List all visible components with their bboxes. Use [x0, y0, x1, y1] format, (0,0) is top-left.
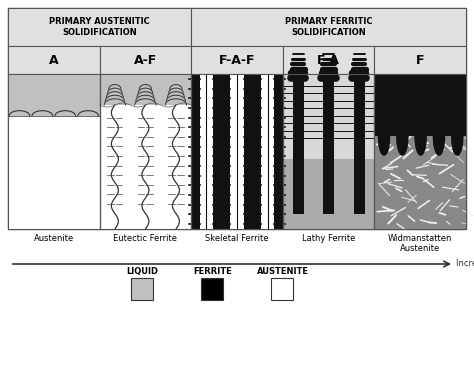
Bar — [191, 74, 283, 229]
Bar — [131, 278, 154, 300]
Text: A-F: A-F — [134, 54, 157, 67]
Bar — [8, 46, 100, 74]
Text: FERRITE: FERRITE — [193, 267, 232, 276]
Text: F-A-F: F-A-F — [219, 54, 255, 67]
Text: A: A — [49, 54, 59, 67]
Bar — [374, 74, 466, 136]
Bar — [283, 74, 374, 229]
Text: Austenite: Austenite — [34, 234, 74, 243]
Bar — [100, 74, 191, 105]
Bar — [100, 74, 191, 229]
Bar — [374, 74, 466, 229]
Bar — [201, 278, 224, 300]
Text: AUSTENITE: AUSTENITE — [256, 267, 309, 276]
Text: PRIMARY AUSTENITIC
SOLIDIFICATION: PRIMARY AUSTENITIC SOLIDIFICATION — [49, 17, 150, 37]
Bar — [191, 74, 283, 229]
Text: LIQUID: LIQUID — [127, 267, 158, 276]
Text: F-A: F-A — [317, 54, 340, 67]
Text: F: F — [416, 54, 424, 67]
Bar — [230, 74, 244, 229]
Bar — [200, 74, 213, 229]
Bar — [272, 278, 293, 300]
Bar — [8, 74, 100, 229]
Text: Eutectic Ferrite: Eutectic Ferrite — [113, 234, 177, 243]
Bar — [8, 8, 191, 46]
Bar — [100, 74, 191, 229]
Text: Increasing Crₑⁱ/Niₑⁱ: Increasing Crₑⁱ/Niₑⁱ — [456, 260, 474, 269]
Bar — [100, 46, 191, 74]
Bar — [261, 74, 274, 229]
Text: Lathy Ferrite: Lathy Ferrite — [302, 234, 356, 243]
Bar — [191, 46, 283, 74]
Text: PRIMARY FERRITIC
SOLIDIFICATION: PRIMARY FERRITIC SOLIDIFICATION — [285, 17, 373, 37]
Bar — [8, 8, 466, 229]
Bar — [374, 46, 466, 74]
Bar — [292, 78, 303, 214]
Bar — [283, 74, 374, 229]
Text: Skeletal Ferrite: Skeletal Ferrite — [205, 234, 269, 243]
Bar — [8, 74, 100, 116]
Bar — [191, 8, 466, 46]
Bar — [283, 46, 374, 74]
Bar — [374, 74, 466, 229]
Bar — [283, 74, 374, 159]
Bar — [354, 78, 365, 214]
Text: Widmanstatten
Austenite: Widmanstatten Austenite — [388, 234, 452, 253]
Bar — [8, 74, 100, 229]
Bar — [323, 78, 334, 214]
